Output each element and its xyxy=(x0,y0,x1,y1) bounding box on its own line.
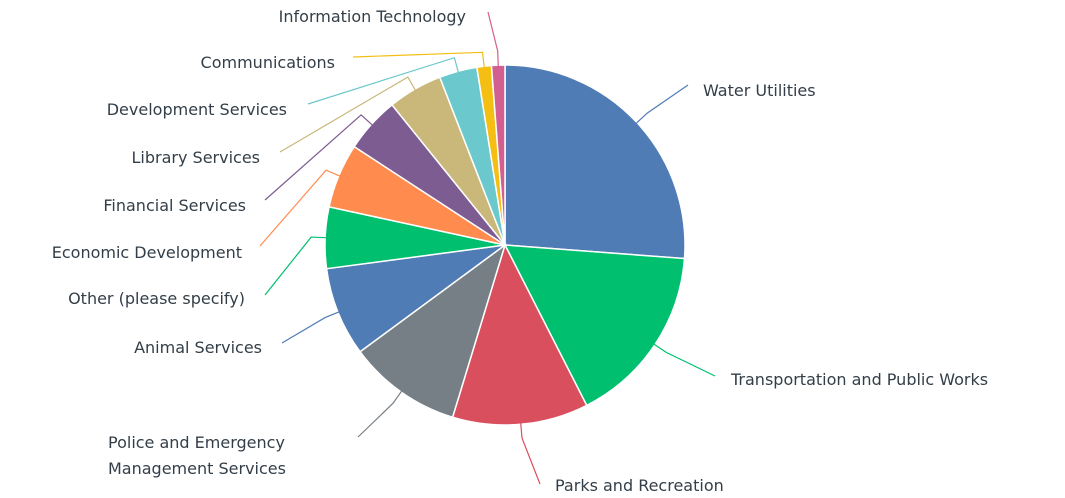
slice-label: Police and Emergency Management Services xyxy=(108,433,286,478)
leader-line xyxy=(279,76,418,153)
slice-label: Parks and Recreation xyxy=(555,476,724,495)
leader-line xyxy=(633,84,689,126)
pie-slice xyxy=(504,64,686,260)
leader-line xyxy=(307,56,460,105)
slice-label: Library Services xyxy=(131,148,261,167)
leader-line xyxy=(264,114,375,201)
leader-line xyxy=(487,11,499,70)
leader-line xyxy=(519,420,541,485)
slice-label: Animal Services xyxy=(134,338,262,357)
slice-label: Financial Services xyxy=(103,196,246,215)
leader-line xyxy=(281,310,342,344)
slice-label: Transportation and Public Works xyxy=(731,370,989,389)
leader-line xyxy=(357,388,404,438)
leader-line xyxy=(352,51,486,71)
slice-label: Information Technology xyxy=(278,7,466,26)
slice-label: Communications xyxy=(200,53,335,72)
leader-line xyxy=(264,236,330,296)
slice-label: Water Utilities xyxy=(703,81,816,100)
leader-line xyxy=(259,169,343,247)
slice-label: Other (please specify) xyxy=(68,289,245,308)
leader-line xyxy=(651,342,716,377)
slice-label: Economic Development xyxy=(51,243,242,262)
slice-label: Development Services xyxy=(106,100,287,119)
